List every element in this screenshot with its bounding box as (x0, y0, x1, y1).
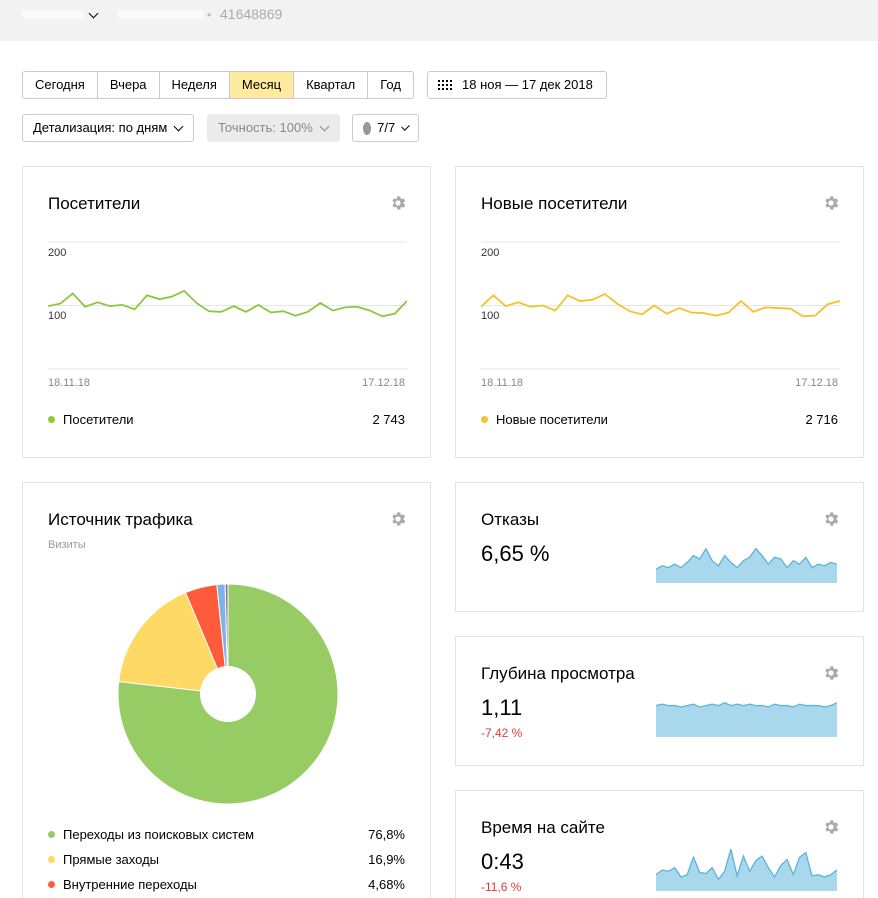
visitors-card: Посетители 200 100 18.11.18 17.12.18 Пос… (22, 166, 431, 458)
y-tick-100: 100 (48, 310, 67, 322)
date-range-button[interactable]: 18 ноя — 17 дек 2018 (427, 71, 607, 99)
bounces-sparkline (656, 547, 837, 583)
chevron-down-icon (173, 121, 184, 131)
legend-label: Прямые заходы (63, 852, 160, 867)
y-tick-200: 200 (481, 247, 500, 259)
period-quarter[interactable]: Квартал (294, 72, 369, 98)
depth-sparkline (656, 701, 837, 737)
period-yesterday[interactable]: Вчера (98, 72, 160, 98)
legend-dot (48, 831, 55, 838)
legend-item[interactable]: Переходы из поисковых систем (48, 827, 254, 842)
metric-value: 0:43 (481, 849, 524, 874)
sparkline-line (656, 701, 837, 708)
segments-dropdown[interactable]: 7/7 (352, 114, 419, 142)
legend-item[interactable]: Внутренние переходы (48, 877, 197, 892)
accuracy-label: Точность: 100% (218, 120, 313, 135)
card-title: Глубина просмотра (481, 664, 635, 683)
metric-value: 6,65 % (481, 541, 550, 566)
traffic-pie-chart (117, 583, 339, 805)
y-tick-100: 100 (481, 310, 500, 322)
legend-value: 2 743 (372, 412, 405, 427)
period-today[interactable]: Сегодня (23, 72, 98, 98)
time-sparkline (656, 848, 837, 891)
traffic-source-card: Источник трафика Визиты Переходы из поис… (22, 482, 431, 898)
legend-value: 16,9% (368, 852, 405, 867)
counter-name-redacted[interactable] (22, 10, 84, 19)
x-tick-end: 17.12.18 (795, 377, 838, 389)
segments-label: 7/7 (377, 120, 396, 135)
detail-label: Детализация: по дням (33, 120, 168, 135)
legend-dot (48, 416, 55, 423)
legend-dot (481, 416, 488, 423)
series-line (481, 293, 840, 318)
site-name-redacted (118, 10, 204, 19)
period-selector: Сегодня Вчера Неделя Месяц Квартал Год (22, 71, 414, 99)
card-title: Отказы (481, 510, 540, 529)
chevron-down-icon[interactable] (88, 6, 99, 20)
gear-icon[interactable] (822, 194, 840, 212)
gear-icon[interactable] (389, 194, 407, 212)
visitors-line-chart (48, 241, 407, 370)
card-subtitle: Визиты (48, 539, 86, 551)
gear-icon[interactable] (822, 664, 840, 682)
legend-value: 4,68% (368, 877, 405, 892)
legend-label: Посетители (63, 412, 134, 427)
metric-value: 1,11 (481, 695, 523, 720)
separator-dot: • (207, 8, 212, 22)
donut-hole (200, 666, 256, 722)
legend-item[interactable]: Новые посетители (481, 412, 608, 427)
accuracy-dropdown[interactable]: Точность: 100% (207, 114, 340, 142)
detail-dropdown[interactable]: Детализация: по дням (22, 114, 194, 142)
gear-icon[interactable] (822, 818, 840, 836)
gear-icon[interactable] (822, 510, 840, 528)
sparkline-area (656, 702, 837, 737)
card-title: Время на сайте (481, 818, 605, 837)
gear-icon[interactable] (389, 510, 407, 528)
new-visitors-line-chart (481, 241, 840, 370)
legend-item[interactable]: Прямые заходы (48, 852, 159, 867)
card-title: Посетители (48, 194, 141, 213)
legend-item[interactable]: Посетители (48, 412, 134, 427)
top-bar: • 41648869 (0, 0, 878, 41)
x-tick-end: 17.12.18 (362, 377, 405, 389)
card-title: Источник трафика (48, 510, 193, 529)
comment-icon (363, 121, 372, 135)
legend-dot (48, 881, 55, 888)
legend-value: 2 716 (805, 412, 838, 427)
time-on-site-card: Время на сайте 0:43 -11,6 % (455, 790, 864, 898)
legend-label: Внутренние переходы (63, 877, 197, 892)
chevron-down-icon (401, 121, 410, 131)
metric-delta: -7,42 % (481, 726, 523, 740)
period-month[interactable]: Месяц (229, 72, 295, 98)
counter-id: 41648869 (220, 6, 283, 22)
new-visitors-card: Новые посетители 200 100 18.11.18 17.12.… (455, 166, 864, 458)
depth-card: Глубина просмотра 1,11 -7,42 % (455, 636, 864, 766)
legend-value: 76,8% (368, 827, 405, 842)
sparkline-line (656, 547, 837, 570)
chevron-down-icon (319, 121, 330, 131)
legend-dot (48, 856, 55, 863)
calendar-icon (438, 80, 452, 90)
legend-label: Новые посетители (496, 412, 608, 427)
period-week[interactable]: Неделя (160, 72, 230, 98)
x-tick-start: 18.11.18 (48, 377, 91, 389)
series-line (48, 289, 407, 318)
pie-slice (118, 591, 229, 695)
y-tick-200: 200 (48, 247, 67, 259)
legend-label: Переходы из поисковых систем (63, 827, 255, 842)
metric-delta: -11,6 % (481, 880, 522, 894)
date-range-label: 18 ноя — 17 дек 2018 (462, 77, 593, 92)
x-tick-start: 18.11.18 (481, 377, 524, 389)
sparkline-line (656, 848, 837, 881)
bounces-card: Отказы 6,65 % (455, 482, 864, 612)
card-title: Новые посетители (481, 194, 628, 213)
sparkline-area (656, 849, 837, 891)
period-year[interactable]: Год (380, 77, 401, 92)
